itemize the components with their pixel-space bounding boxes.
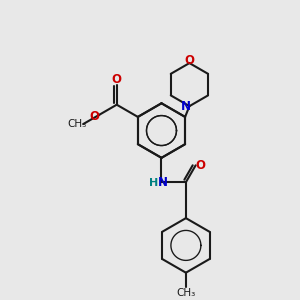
Text: O: O — [112, 73, 122, 86]
Text: O: O — [89, 110, 99, 123]
Text: O: O — [184, 54, 194, 67]
Text: H: H — [149, 178, 158, 188]
Text: O: O — [196, 159, 206, 172]
Text: N: N — [158, 176, 168, 189]
Text: CH₃: CH₃ — [67, 119, 86, 129]
Text: N: N — [181, 100, 191, 112]
Text: CH₃: CH₃ — [176, 288, 196, 298]
